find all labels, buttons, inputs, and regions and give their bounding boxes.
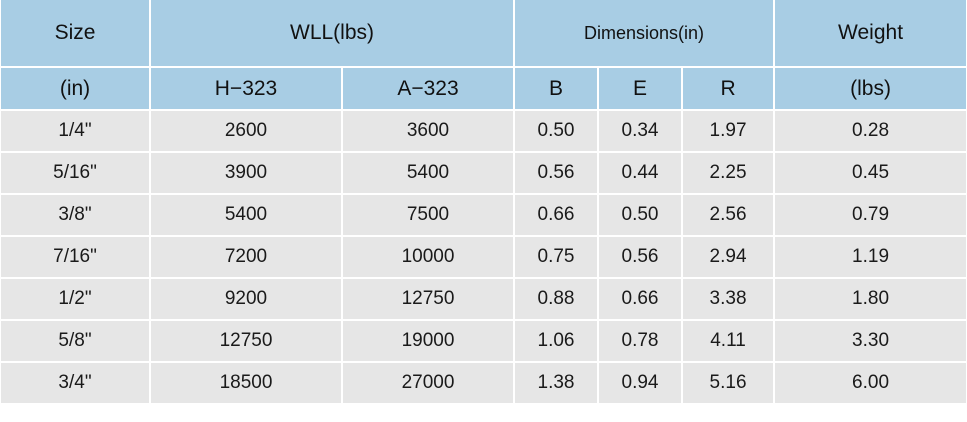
- cell-r: 2.56: [683, 195, 776, 237]
- cell-h323: 3900: [151, 153, 343, 195]
- header-r: R: [683, 68, 776, 111]
- header-h323: H−323: [151, 68, 343, 111]
- table-row: 3/4" 18500 27000 1.38 0.94 5.16 6.00: [1, 363, 967, 403]
- cell-a323: 3600: [343, 111, 516, 153]
- cell-h323: 7200: [151, 237, 343, 279]
- cell-weight: 6.00: [775, 363, 967, 403]
- cell-b: 0.88: [515, 279, 600, 321]
- cell-size: 7/16": [1, 237, 151, 279]
- table-row: 1/2" 9200 12750 0.88 0.66 3.38 1.80: [1, 279, 967, 321]
- cell-size: 3/4": [1, 363, 151, 403]
- cell-a323: 7500: [343, 195, 516, 237]
- header-weight: Weight: [775, 0, 967, 68]
- header-row-sub: (in) H−323 A−323 B E R (lbs): [1, 68, 967, 111]
- cell-a323: 27000: [343, 363, 516, 403]
- cell-weight: 0.28: [775, 111, 967, 153]
- cell-b: 1.06: [515, 321, 600, 363]
- cell-a323: 19000: [343, 321, 516, 363]
- header-wll: WLL(lbs): [151, 0, 516, 68]
- cell-b: 0.75: [515, 237, 600, 279]
- table-row: 1/4" 2600 3600 0.50 0.34 1.97 0.28: [1, 111, 967, 153]
- cell-weight: 0.45: [775, 153, 967, 195]
- header-dimensions: Dimensions(in): [515, 0, 776, 68]
- cell-r: 2.94: [683, 237, 776, 279]
- cell-e: 0.50: [599, 195, 684, 237]
- table-row: 5/8" 12750 19000 1.06 0.78 4.11 3.30: [1, 321, 967, 363]
- cell-r: 4.11: [683, 321, 776, 363]
- cell-b: 0.66: [515, 195, 600, 237]
- cell-e: 0.34: [599, 111, 684, 153]
- cell-a323: 5400: [343, 153, 516, 195]
- header-a323: A−323: [343, 68, 516, 111]
- header-e: E: [599, 68, 684, 111]
- cell-e: 0.94: [599, 363, 684, 403]
- cell-r: 5.16: [683, 363, 776, 403]
- cell-h323: 2600: [151, 111, 343, 153]
- cell-r: 3.38: [683, 279, 776, 321]
- table-row: 5/16" 3900 5400 0.56 0.44 2.25 0.45: [1, 153, 967, 195]
- cell-e: 0.66: [599, 279, 684, 321]
- header-size: Size: [1, 0, 151, 68]
- cell-r: 2.25: [683, 153, 776, 195]
- cell-r: 1.97: [683, 111, 776, 153]
- header-size-unit: (in): [1, 68, 151, 111]
- cell-weight: 1.80: [775, 279, 967, 321]
- cell-size: 1/2": [1, 279, 151, 321]
- cell-b: 0.56: [515, 153, 600, 195]
- cell-size: 5/16": [1, 153, 151, 195]
- cell-e: 0.56: [599, 237, 684, 279]
- cell-a323: 12750: [343, 279, 516, 321]
- cell-weight: 0.79: [775, 195, 967, 237]
- spec-table: Size WLL(lbs) Dimensions(in) Weight (in)…: [1, 0, 967, 403]
- cell-size: 5/8": [1, 321, 151, 363]
- header-row-top: Size WLL(lbs) Dimensions(in) Weight: [1, 0, 967, 68]
- table-row: 3/8" 5400 7500 0.66 0.50 2.56 0.79: [1, 195, 967, 237]
- header-b: B: [515, 68, 600, 111]
- cell-a323: 10000: [343, 237, 516, 279]
- cell-b: 1.38: [515, 363, 600, 403]
- table-row: 7/16" 7200 10000 0.75 0.56 2.94 1.19: [1, 237, 967, 279]
- cell-e: 0.78: [599, 321, 684, 363]
- cell-weight: 3.30: [775, 321, 967, 363]
- cell-e: 0.44: [599, 153, 684, 195]
- cell-h323: 5400: [151, 195, 343, 237]
- cell-h323: 9200: [151, 279, 343, 321]
- cell-weight: 1.19: [775, 237, 967, 279]
- cell-size: 3/8": [1, 195, 151, 237]
- cell-b: 0.50: [515, 111, 600, 153]
- cell-h323: 12750: [151, 321, 343, 363]
- cell-h323: 18500: [151, 363, 343, 403]
- cell-size: 1/4": [1, 111, 151, 153]
- header-weight-unit: (lbs): [775, 68, 967, 111]
